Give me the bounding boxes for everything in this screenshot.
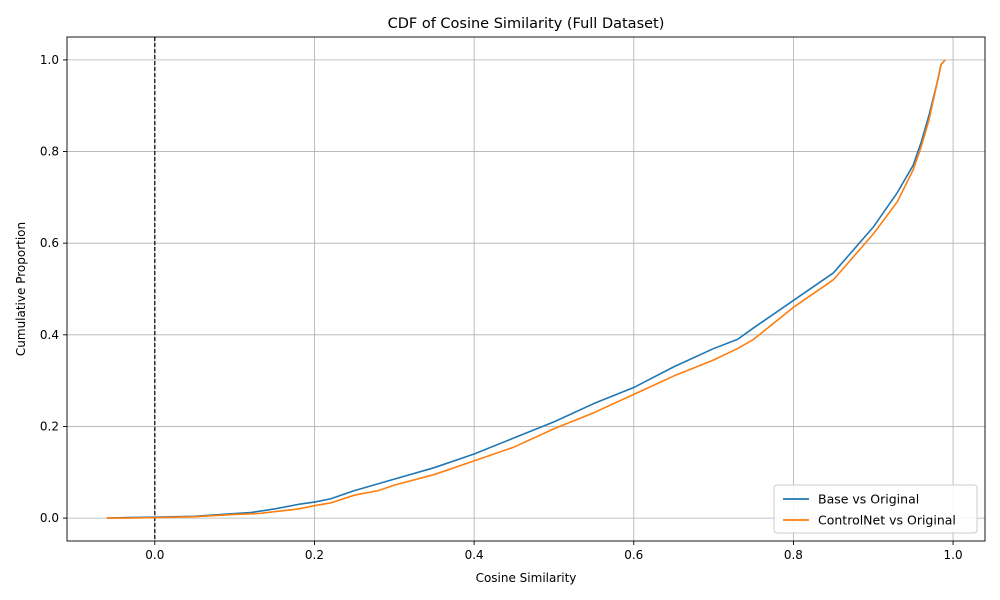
x-axis-ticks: 0.0 0.2 0.4 0.6 0.8 1.0 <box>145 541 963 562</box>
y-tick-label: 0.4 <box>40 328 59 342</box>
x-tick-label: 0.0 <box>145 548 164 562</box>
series-line-1 <box>106 59 946 519</box>
y-axis-label: Cumulative Proportion <box>14 222 28 356</box>
y-tick-label: 1.0 <box>40 53 59 67</box>
legend-box <box>773 484 978 534</box>
x-axis-label: Cosine Similarity <box>476 571 577 585</box>
plot-frame <box>66 36 986 542</box>
x-tick-label: 1.0 <box>944 548 963 562</box>
y-axis-ticks: 0.0 0.2 0.4 0.6 0.8 1.0 <box>40 53 67 525</box>
y-tick-label: 0.2 <box>40 419 59 433</box>
y-tick-label: 0.6 <box>40 236 59 250</box>
x-tick-label: 0.8 <box>784 548 803 562</box>
series-layer <box>106 59 946 519</box>
legend-label: Base vs Original <box>818 492 919 507</box>
chart-title: CDF of Cosine Similarity (Full Dataset) <box>388 16 665 32</box>
x-tick-label: 0.6 <box>624 548 643 562</box>
legend-label: ControlNet vs Original <box>818 513 956 528</box>
y-tick-label: 0.0 <box>40 511 59 525</box>
legend: Base vs Original ControlNet vs Original <box>773 484 978 534</box>
grid <box>67 37 985 541</box>
x-tick-label: 0.2 <box>305 548 324 562</box>
y-tick-label: 0.8 <box>40 145 59 159</box>
x-tick-label: 0.4 <box>465 548 484 562</box>
series-line-0 <box>106 59 946 519</box>
